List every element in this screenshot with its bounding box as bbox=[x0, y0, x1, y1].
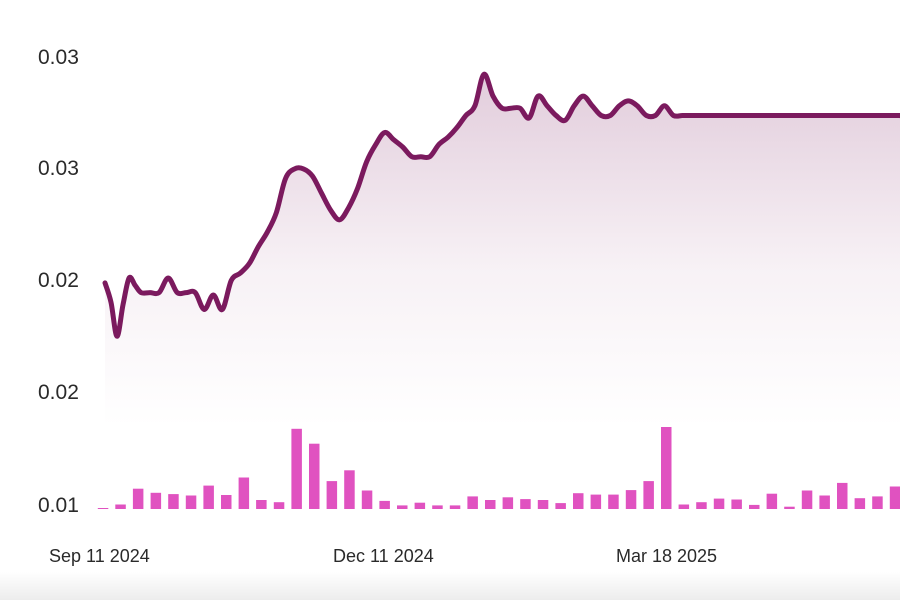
volume-bar bbox=[749, 504, 760, 509]
y-tick-label: 0.03 bbox=[38, 46, 79, 69]
volume-bar bbox=[185, 495, 197, 509]
volume-bar bbox=[115, 504, 126, 509]
volume-bar bbox=[854, 498, 866, 509]
volume-bar bbox=[203, 485, 214, 509]
x-axis: Sep 11 2024 Dec 11 2024 Mar 18 2025 bbox=[49, 546, 717, 566]
volume-bar bbox=[713, 498, 725, 509]
volume-bar bbox=[590, 494, 602, 509]
volume-bar bbox=[872, 496, 883, 509]
volume-bar bbox=[608, 494, 619, 509]
volume-bar bbox=[449, 505, 461, 509]
volume-bars bbox=[97, 427, 900, 509]
volume-bar bbox=[414, 502, 426, 509]
volume-bar bbox=[291, 428, 302, 509]
x-tick-label: Sep 11 2024 bbox=[49, 546, 150, 566]
volume-bar bbox=[168, 494, 179, 509]
volume-bar bbox=[537, 500, 549, 509]
volume-bar bbox=[819, 495, 830, 509]
y-tick-label: 0.03 bbox=[38, 157, 79, 180]
y-tick-label: 0.02 bbox=[38, 381, 79, 404]
volume-bar bbox=[344, 470, 355, 509]
volume-bar bbox=[731, 499, 742, 509]
volume-bar bbox=[150, 492, 162, 509]
volume-bar bbox=[696, 502, 707, 509]
volume-bar bbox=[678, 504, 690, 509]
volume-bar bbox=[573, 493, 584, 509]
x-tick-label: Dec 11 2024 bbox=[333, 546, 434, 566]
volume-bar bbox=[661, 427, 672, 509]
volume-bar bbox=[555, 503, 566, 509]
volume-bar bbox=[837, 482, 848, 509]
y-tick-label: 0.02 bbox=[38, 269, 79, 292]
volume-bar bbox=[502, 497, 514, 509]
volume-bar bbox=[467, 496, 478, 509]
y-axis: 0.03 0.03 0.02 0.02 0.01 bbox=[38, 46, 79, 517]
volume-bar bbox=[379, 500, 390, 509]
volume-bar bbox=[485, 500, 496, 509]
volume-bar bbox=[766, 493, 778, 509]
volume-bar bbox=[784, 506, 795, 509]
x-tick-label: Mar 18 2025 bbox=[616, 546, 717, 566]
volume-bar bbox=[309, 443, 320, 509]
volume-bar bbox=[361, 490, 373, 509]
volume-bar bbox=[801, 490, 813, 509]
y-tick-label: 0.01 bbox=[38, 494, 79, 517]
volume-bar bbox=[256, 500, 267, 509]
price-area bbox=[105, 74, 900, 427]
volume-bar bbox=[625, 490, 637, 509]
volume-bar bbox=[132, 488, 144, 509]
volume-bar bbox=[432, 505, 443, 509]
volume-bar bbox=[97, 508, 109, 509]
volume-bar bbox=[889, 486, 900, 509]
price-line bbox=[102, 71, 900, 339]
volume-bar bbox=[238, 477, 250, 509]
volume-bar bbox=[643, 481, 654, 509]
bottom-fade bbox=[0, 572, 900, 600]
volume-bar bbox=[520, 499, 531, 509]
volume-bar bbox=[397, 505, 408, 509]
volume-bar bbox=[221, 495, 232, 509]
volume-bar bbox=[326, 481, 338, 509]
volume-bar bbox=[273, 502, 285, 509]
